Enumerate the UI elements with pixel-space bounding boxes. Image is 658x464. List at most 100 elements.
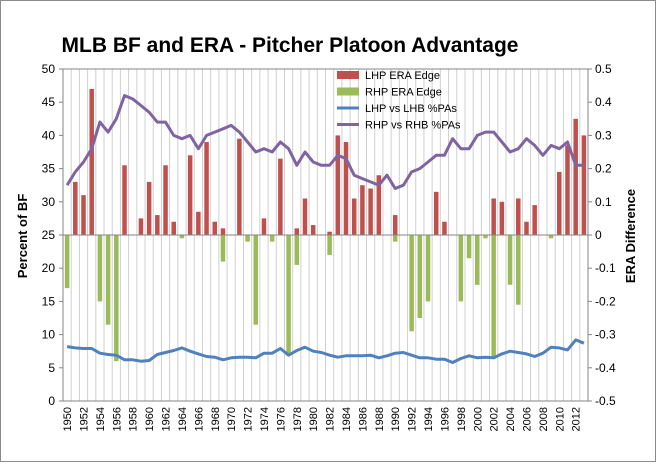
bar bbox=[245, 235, 250, 242]
y2-tick-label: -0.1 bbox=[595, 261, 616, 275]
bar bbox=[187, 155, 193, 235]
bar bbox=[425, 235, 431, 302]
bar bbox=[171, 221, 176, 235]
bar bbox=[351, 198, 357, 235]
legend: LHP ERA Edge RHP ERA Edge LHP vs LHB %PAs R… bbox=[337, 70, 461, 132]
bar bbox=[122, 165, 127, 235]
bar bbox=[163, 165, 168, 235]
x-tick-label: 1970 bbox=[226, 407, 238, 431]
bar bbox=[557, 171, 562, 235]
x-tick-label: 2006 bbox=[521, 407, 533, 431]
bar bbox=[433, 191, 439, 235]
y2-tick-label: -0.2 bbox=[595, 294, 616, 308]
x-tick-label: 1990 bbox=[390, 407, 402, 431]
series-line bbox=[65, 94, 584, 190]
x-tick-label: 1972 bbox=[243, 407, 255, 431]
y-tick-label: 5 bbox=[48, 361, 55, 375]
x-tick-label: 1950 bbox=[62, 407, 74, 431]
bar bbox=[204, 142, 209, 235]
y2-tick-label: 0.4 bbox=[595, 95, 612, 109]
x-tick-label: 1952 bbox=[79, 407, 91, 431]
bar bbox=[483, 235, 488, 239]
x-tick-label: 1998 bbox=[456, 407, 468, 431]
x-tick-label: 1960 bbox=[144, 407, 156, 431]
bar bbox=[73, 181, 78, 235]
x-tick-label: 1996 bbox=[439, 407, 451, 431]
bar bbox=[327, 231, 332, 235]
y2-tick-label: -0.3 bbox=[595, 328, 616, 342]
y-tick-label: 15 bbox=[42, 294, 56, 308]
x-tick-label: 1994 bbox=[423, 407, 435, 431]
bar bbox=[237, 138, 242, 235]
bar bbox=[155, 215, 160, 235]
x-tick-label: 1954 bbox=[95, 407, 107, 431]
x-tick-label: 1968 bbox=[210, 407, 222, 431]
bar bbox=[581, 135, 587, 235]
bar bbox=[475, 235, 480, 285]
legend-label: LHP ERA Edge bbox=[365, 70, 440, 82]
x-tick-label: 1976 bbox=[275, 407, 287, 431]
y-tick-label: 50 bbox=[42, 62, 56, 76]
bar bbox=[81, 195, 86, 235]
bar bbox=[573, 118, 578, 235]
bar bbox=[286, 235, 291, 355]
bar bbox=[524, 221, 529, 235]
bar bbox=[516, 235, 521, 305]
y2-tick-label: -0.4 bbox=[595, 361, 616, 375]
bar bbox=[146, 181, 152, 235]
bar bbox=[89, 88, 94, 235]
bar bbox=[458, 235, 464, 302]
bar bbox=[507, 235, 513, 285]
x-tick-label: 1986 bbox=[357, 407, 369, 431]
chart-title: MLB BF and ERA - Pitcher Platoon Advanta… bbox=[62, 34, 519, 57]
y2-tick-label: 0.1 bbox=[595, 195, 612, 209]
bar bbox=[442, 221, 447, 235]
bar bbox=[97, 235, 103, 302]
y-tick-label: 35 bbox=[42, 162, 56, 176]
bar bbox=[196, 211, 201, 235]
x-tick-label: 1958 bbox=[128, 407, 140, 431]
bar bbox=[565, 145, 570, 235]
legend-label: RHP vs RHB %PAs bbox=[365, 120, 461, 132]
x-tick-label: 1984 bbox=[341, 407, 353, 431]
x-tick-label: 2012 bbox=[571, 407, 583, 431]
legend-label: RHP ERA Edge bbox=[365, 87, 442, 99]
y-tick-label: 20 bbox=[42, 261, 56, 275]
bar bbox=[376, 175, 382, 235]
legend-label: LHP vs LHB %PAs bbox=[365, 103, 457, 115]
bar bbox=[532, 205, 537, 235]
x-tick-label: 1956 bbox=[111, 407, 123, 431]
bar bbox=[278, 158, 283, 235]
y-tick-label: 25 bbox=[42, 228, 56, 242]
y2-tick-label: 0 bbox=[595, 228, 602, 242]
bar bbox=[212, 221, 218, 235]
x-tick-label: 2010 bbox=[554, 407, 566, 431]
bar bbox=[310, 225, 316, 235]
y-axis-label: Percent of BF bbox=[15, 194, 30, 279]
bar bbox=[360, 185, 365, 235]
x-tick-label: 2004 bbox=[505, 407, 517, 431]
bar bbox=[548, 235, 554, 239]
bar bbox=[392, 235, 398, 242]
y-tick-label: 10 bbox=[42, 328, 56, 342]
bar bbox=[368, 188, 373, 235]
x-tick-label: 1992 bbox=[407, 407, 419, 431]
legend-swatch bbox=[337, 71, 359, 79]
bar bbox=[409, 235, 414, 332]
bar bbox=[516, 198, 521, 235]
bar bbox=[327, 235, 332, 255]
bar bbox=[491, 235, 496, 358]
bar bbox=[105, 235, 111, 325]
x-tick-label: 1988 bbox=[374, 407, 386, 431]
x-tick-label: 1978 bbox=[292, 407, 304, 431]
y2-tick-label: 0.5 bbox=[595, 62, 612, 76]
y2-tick-label: -0.5 bbox=[595, 394, 616, 408]
x-tick-label: 1974 bbox=[259, 407, 271, 431]
bar bbox=[466, 235, 472, 259]
bar bbox=[253, 235, 259, 325]
series-line bbox=[66, 338, 585, 364]
bar bbox=[64, 235, 70, 289]
x-tick-label: 1982 bbox=[325, 407, 337, 431]
bar bbox=[261, 218, 267, 235]
bar bbox=[302, 198, 308, 235]
